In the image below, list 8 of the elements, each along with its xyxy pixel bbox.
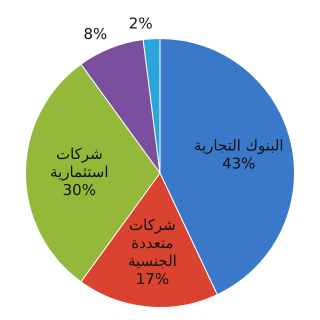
slice-label: شركات متعددة الجنسية bbox=[128, 216, 177, 270]
data-label: 2% bbox=[128, 14, 153, 33]
slice-label: البنوك التجارية bbox=[194, 136, 284, 154]
data-label: 43% bbox=[222, 154, 256, 172]
data-label: 17% bbox=[136, 270, 170, 288]
data-label: 30% bbox=[62, 180, 96, 199]
data-label: 8% bbox=[83, 24, 108, 43]
slice-label: شركات استثمارية bbox=[50, 144, 109, 181]
